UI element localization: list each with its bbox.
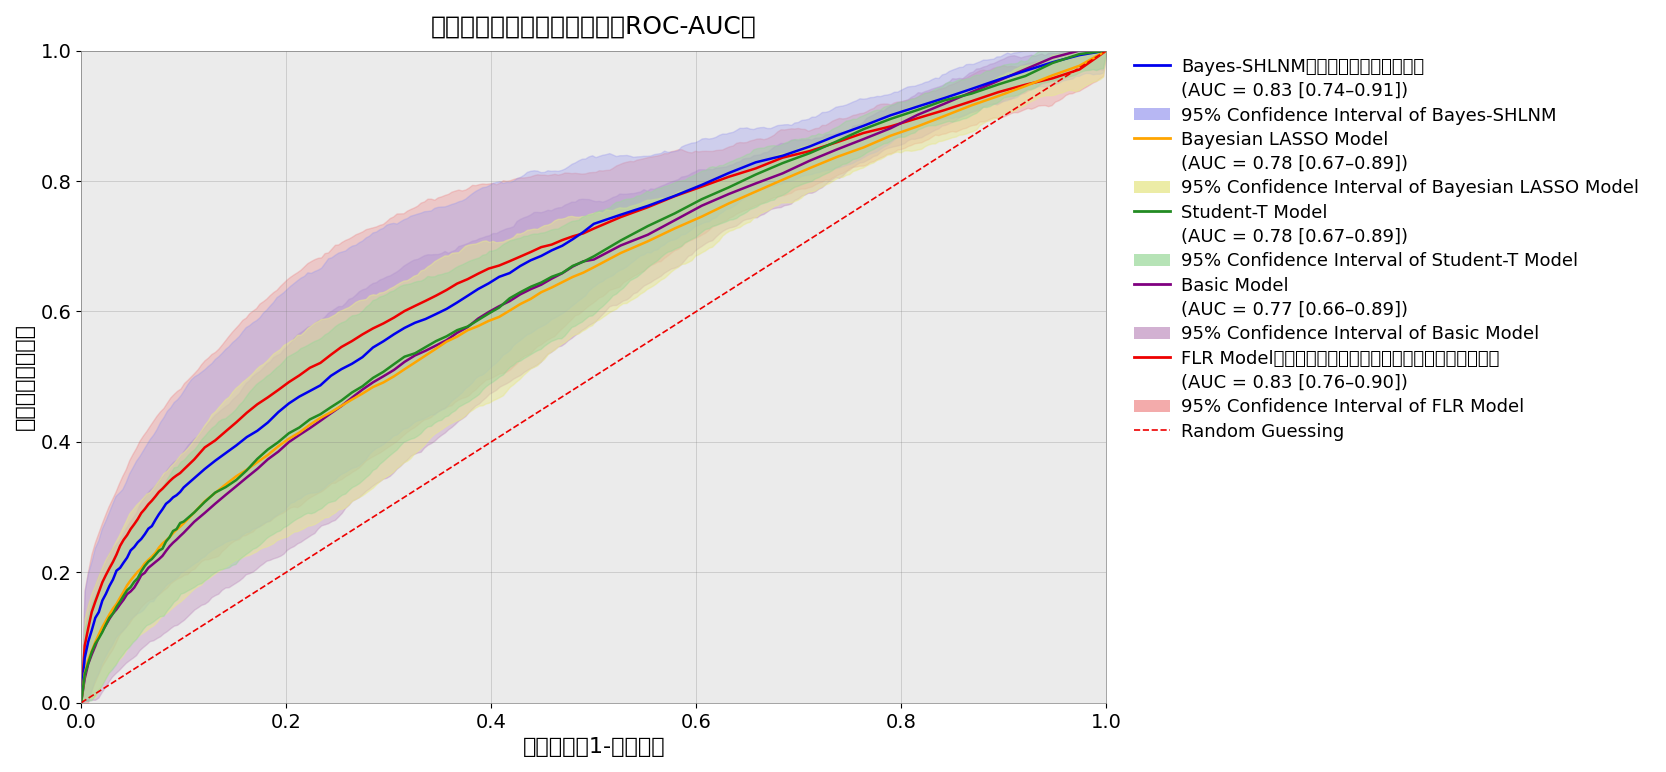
Title: 受信者動作特性曲線下面積（ROC-AUC）: 受信者動作特性曲線下面積（ROC-AUC） — [431, 15, 756, 39]
X-axis label: 偽陽性率（1-特異度）: 偽陽性率（1-特異度） — [521, 737, 665, 757]
Legend: Bayes-SHLNM（今回開発したモデル）, (AUC = 0.83 [0.74–0.91]), 95% Confidence Interval of Bay: Bayes-SHLNM（今回開発したモデル）, (AUC = 0.83 [0.7… — [1126, 51, 1646, 448]
Y-axis label: 真陽性率（感度）: 真陽性率（感度） — [15, 323, 35, 430]
